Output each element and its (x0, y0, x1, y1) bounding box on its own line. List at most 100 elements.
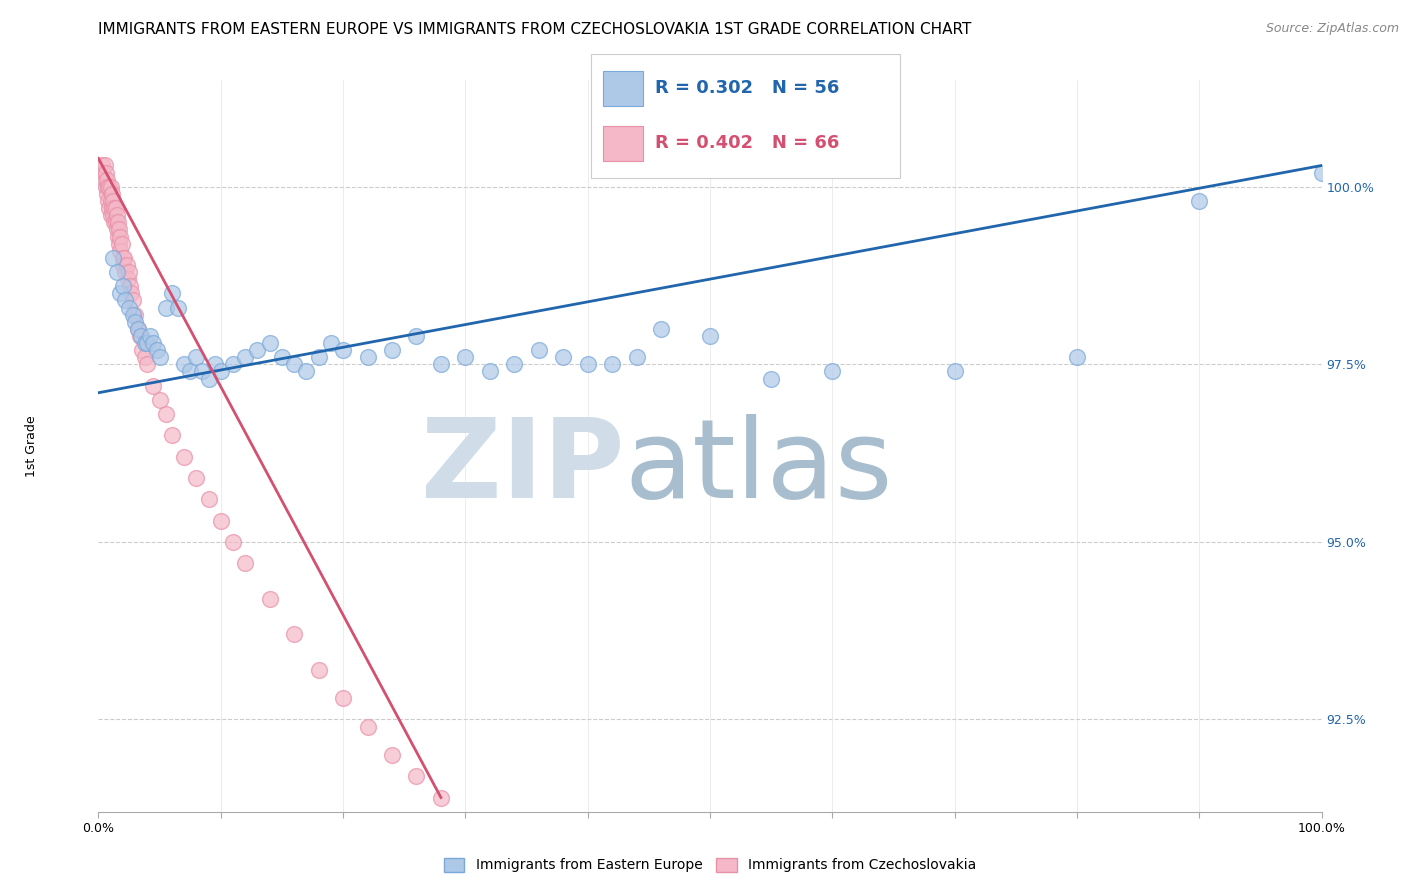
Point (308, 350, 330, 364)
Point (124, 308, 146, 322)
Point (356, 719, 378, 733)
Point (136, 336, 159, 351)
Point (600, 357, 623, 371)
Point (105, 222, 128, 236)
Point (110, 244, 132, 258)
Point (699, 329, 721, 343)
Point (120, 286, 142, 301)
Point (295, 364, 318, 378)
Point (259, 336, 281, 351)
Point (124, 315, 146, 329)
Point (93, 172, 115, 186)
Point (101, 201, 124, 215)
Point (430, 790, 453, 805)
Point (94, 165, 117, 179)
Point (101, 251, 124, 265)
Point (553, 350, 575, 364)
FancyBboxPatch shape (603, 126, 643, 161)
Point (112, 251, 135, 265)
Point (478, 364, 501, 378)
Point (1310, 165, 1333, 179)
Point (100, 208, 122, 222)
Point (129, 329, 152, 343)
Point (104, 215, 127, 229)
Point (186, 471, 208, 485)
Point (127, 322, 149, 336)
Point (576, 357, 599, 371)
Point (120, 279, 142, 293)
Point (105, 208, 128, 222)
Point (142, 336, 165, 351)
Point (107, 229, 129, 244)
Point (821, 364, 844, 378)
Point (114, 265, 136, 279)
Text: Source: ZipAtlas.com: Source: ZipAtlas.com (1265, 22, 1399, 36)
Point (108, 236, 131, 251)
Text: 1st Grade: 1st Grade (25, 415, 38, 477)
Point (179, 364, 201, 378)
Point (209, 364, 232, 378)
Point (134, 350, 156, 364)
Point (127, 322, 149, 336)
Point (332, 343, 354, 358)
Point (173, 357, 195, 371)
Text: R = 0.402   N = 66: R = 0.402 N = 66 (655, 135, 839, 153)
Point (101, 194, 124, 208)
Point (160, 428, 183, 442)
Point (108, 222, 131, 236)
Point (332, 691, 354, 706)
Point (149, 350, 172, 364)
Point (943, 364, 966, 378)
Point (155, 301, 177, 315)
Point (222, 534, 245, 549)
Point (650, 322, 672, 336)
Point (1188, 194, 1211, 208)
Point (93, 159, 115, 173)
Point (111, 258, 134, 272)
Point (104, 201, 127, 215)
Point (110, 229, 132, 244)
Point (121, 308, 143, 322)
Point (97, 179, 120, 194)
Point (197, 371, 219, 385)
Point (319, 336, 342, 351)
Point (91, 165, 114, 179)
Point (405, 329, 427, 343)
Point (118, 265, 141, 279)
Legend: Immigrants from Eastern Europe, Immigrants from Czechoslovakia: Immigrants from Eastern Europe, Immigran… (439, 852, 981, 878)
Point (94, 179, 117, 194)
Point (136, 357, 159, 371)
Point (204, 357, 226, 371)
Text: R = 0.302   N = 56: R = 0.302 N = 56 (655, 79, 839, 97)
Point (139, 329, 162, 343)
Point (283, 357, 305, 371)
Point (146, 343, 169, 358)
Point (96, 172, 118, 186)
Point (160, 286, 183, 301)
Text: atlas: atlas (624, 415, 893, 522)
Point (142, 378, 165, 392)
Text: IMMIGRANTS FROM EASTERN EUROPE VS IMMIGRANTS FROM CZECHOSLOVAKIA 1ST GRADE CORRE: IMMIGRANTS FROM EASTERN EUROPE VS IMMIGR… (98, 22, 972, 37)
Point (283, 627, 305, 641)
Point (111, 251, 134, 265)
Point (105, 265, 128, 279)
Point (222, 357, 245, 371)
Point (259, 591, 281, 606)
Point (111, 279, 134, 293)
Point (103, 201, 125, 215)
Point (246, 343, 269, 358)
Point (233, 556, 256, 570)
Point (233, 350, 256, 364)
Point (98, 201, 121, 215)
Point (381, 343, 404, 358)
Point (115, 258, 138, 272)
Point (96, 186, 118, 201)
FancyBboxPatch shape (603, 71, 643, 106)
Point (114, 293, 136, 308)
Point (209, 514, 232, 528)
Point (173, 450, 195, 464)
Point (454, 350, 477, 364)
Point (405, 769, 427, 783)
Point (100, 194, 122, 208)
Point (430, 357, 453, 371)
